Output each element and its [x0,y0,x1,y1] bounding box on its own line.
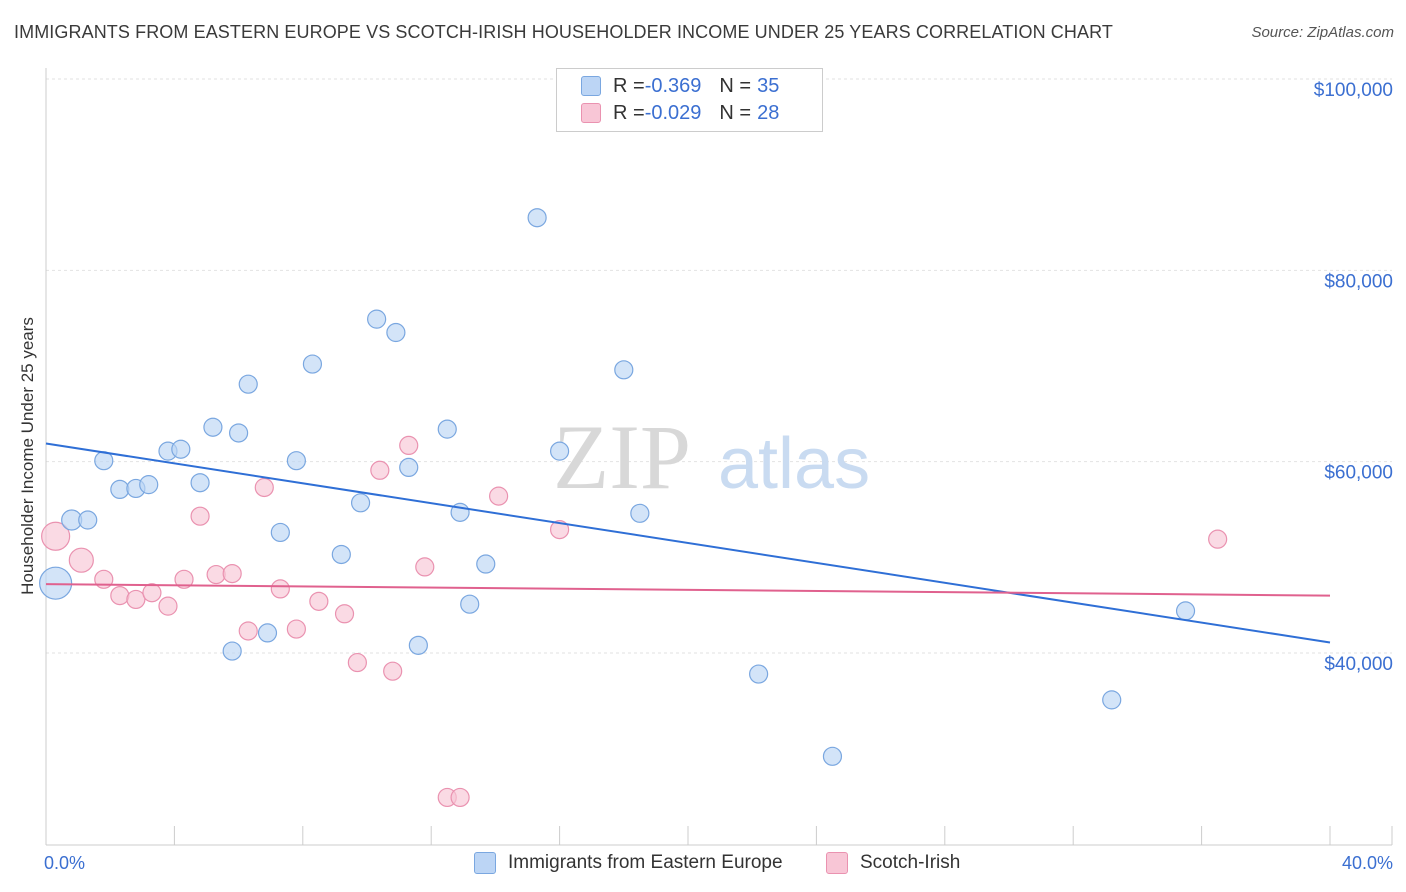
scotch-irish-point [206,564,226,585]
legend-item-scotch-irish: Scotch-Irish [826,852,960,874]
eastern-europe-point [350,493,371,513]
eastern-europe-point [822,746,843,766]
eastern-europe-point [229,423,249,443]
eastern-europe-point [110,479,130,500]
x-tick-labels: 0.0% 40.0% [44,853,1393,873]
y-tick-label: $60,000 [1324,463,1393,484]
scotch-irish-point [238,621,258,641]
source-label: Source: ZipAtlas.com [1251,24,1394,41]
scotch-irish-point [1208,529,1228,549]
eastern-europe-point [630,503,650,523]
scotch-irish-point [41,521,71,551]
y-tick-label: $40,000 [1324,654,1393,675]
scotch-irish-point [489,486,509,506]
blue-swatch [474,852,496,874]
scotch-irish-point [190,506,210,526]
eastern-europe-points [39,208,1196,766]
scotch-irish-points [41,435,1228,808]
scotch-irish-point [383,661,403,681]
scotch-irish-point [399,435,419,456]
eastern-europe-point [399,457,419,478]
scotch-irish-trend-line [45,583,1331,597]
eastern-europe-point [527,208,547,228]
eastern-europe-point [1102,690,1122,710]
eastern-europe-point [331,544,351,565]
n-value-pink: 28 [757,101,780,124]
eastern-europe-point [139,475,159,495]
scotch-irish-point [68,547,94,573]
y-axis-title: Householder Income Under 25 years [18,317,37,595]
axes [45,68,1393,846]
eastern-europe-point [614,360,634,380]
scotch-irish-point [174,569,194,589]
scotch-irish-point [126,589,146,610]
eastern-europe-point [78,510,98,530]
eastern-europe-point [367,309,387,329]
eastern-europe-trend-line [45,442,1331,644]
legend-label-eastern-europe: Immigrants from Eastern Europe [508,852,783,873]
correlation-legend: R = -0.369 N = 35 R = -0.029 N = 28 [556,68,823,132]
y-tick-label: $100,000 [1314,80,1393,101]
eastern-europe-point [203,417,223,437]
scotch-irish-point [415,557,435,577]
watermark-atlas: atlas [718,424,870,504]
pink-swatch [826,852,848,874]
legend-row-blue: R = -0.369 N = 35 [581,73,779,99]
scotch-irish-point [254,477,274,498]
eastern-europe-point [222,641,242,661]
scotch-irish-point [158,596,178,616]
n-label: N = [719,101,752,124]
eastern-europe-point [386,322,406,343]
eastern-europe-point [749,664,769,684]
legend-row-pink: R = -0.029 N = 28 [581,100,779,126]
scotch-irish-point [370,460,390,480]
eastern-europe-point [437,419,457,439]
chart-title: IMMIGRANTS FROM EASTERN EUROPE VS SCOTCH… [14,22,1113,42]
eastern-europe-point [549,441,570,461]
eastern-europe-point [460,594,480,614]
legend-label-scotch-irish: Scotch-Irish [860,852,961,873]
r-label: R = [613,101,645,124]
series-legend: Immigrants from Eastern Europe Scotch-Ir… [0,852,1406,878]
eastern-europe-point [408,635,428,655]
eastern-europe-point [39,566,73,600]
scotch-irish-point [222,563,242,584]
eastern-europe-point [1175,601,1196,621]
scotch-irish-point [270,579,290,599]
legend-item-eastern-europe: Immigrants from Eastern Europe [474,852,783,874]
eastern-europe-point [238,374,258,394]
r-label: R = [613,74,645,97]
x-tick-label-min: 0.0% [44,853,85,873]
blue-swatch [581,76,601,96]
r-value-blue: -0.369 [644,74,702,97]
n-label: N = [719,74,752,97]
eastern-europe-point [270,522,290,543]
y-tick-label: $80,000 [1324,271,1393,292]
eastern-europe-point [476,554,496,574]
scotch-irish-point [450,787,470,808]
y-tick-labels: $40,000 $60,000 $80,000 $100,000 [1314,80,1393,675]
scotch-irish-point [286,619,306,639]
scotch-irish-point [110,585,130,606]
watermark: ZIP atlas [553,406,870,508]
r-value-pink: -0.029 [644,101,702,124]
scotch-irish-point [549,519,570,540]
gridlines [46,78,1392,654]
pink-swatch [581,103,601,123]
scotch-irish-point [347,652,367,673]
n-value-blue: 35 [757,74,780,97]
eastern-europe-point [257,623,278,643]
eastern-europe-point [190,473,210,493]
eastern-europe-point [171,439,191,459]
trend-lines [45,442,1331,644]
scotch-irish-point [142,583,162,603]
eastern-europe-point [302,354,323,374]
watermark-zip: ZIP [553,406,691,508]
x-tick-label-max: 40.0% [1342,853,1393,873]
scotch-irish-point [309,591,329,611]
scotch-irish-point [334,604,355,624]
eastern-europe-point [286,451,306,471]
